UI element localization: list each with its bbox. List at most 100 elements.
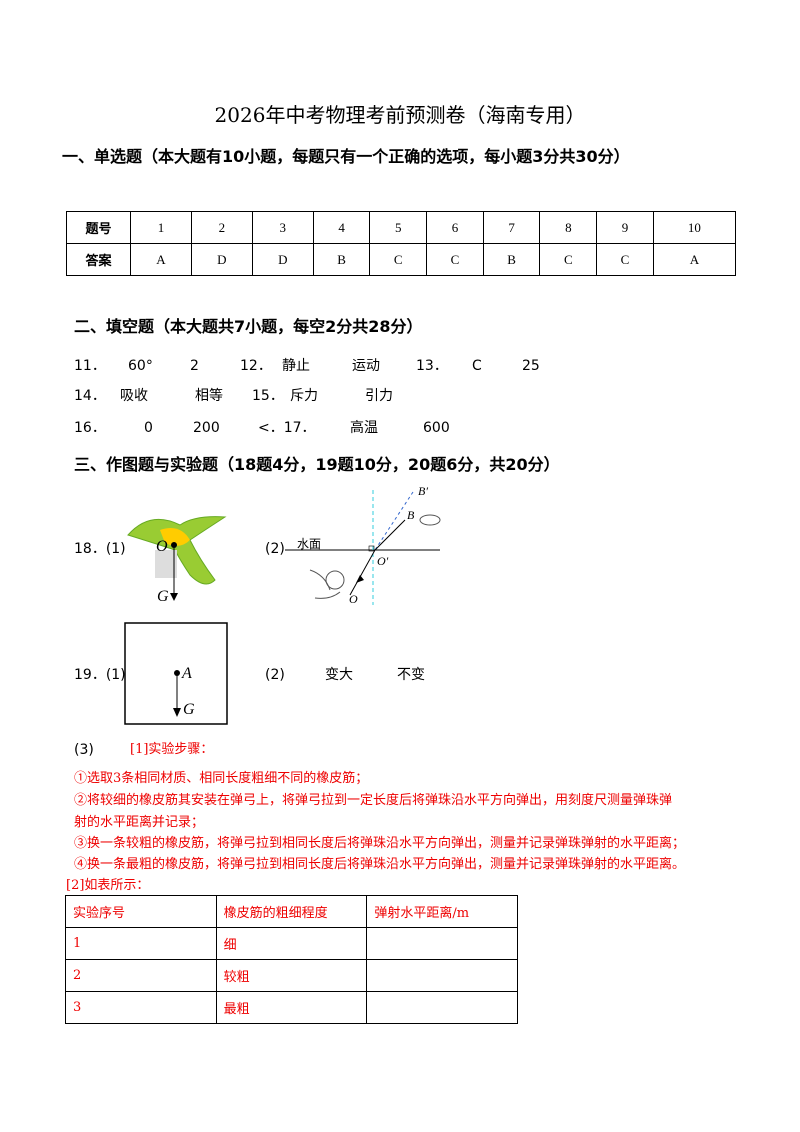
answer: 斥力 — [290, 388, 318, 404]
table-cell: 4 — [312, 211, 371, 244]
diver — [325, 570, 345, 590]
step-heading: [1]实验步骤： — [130, 742, 214, 757]
label: B′ — [418, 484, 428, 498]
refraction-figure — [285, 490, 441, 605]
box-figure — [124, 622, 228, 725]
table-row: 题号 1 2 3 4 5 6 7 8 9 10 — [66, 211, 737, 244]
question-label: (3) — [74, 742, 94, 758]
answer: 变大 — [325, 667, 353, 683]
table-cell: D — [251, 243, 314, 276]
question-label: (2) — [265, 541, 285, 557]
arrow-head — [356, 575, 364, 583]
bird-figure — [127, 516, 227, 601]
answer: 13． — [416, 358, 448, 374]
answer: 16． — [74, 420, 106, 436]
label: O — [349, 592, 358, 606]
label: O — [156, 538, 168, 555]
table-cell: C — [426, 243, 484, 276]
answer: 15． — [252, 388, 284, 404]
table-cell: C — [596, 243, 654, 276]
table-cell: 2 — [65, 959, 217, 992]
label: G — [157, 588, 169, 605]
label: O′ — [377, 554, 389, 568]
step-line: ①选取3条相同材质、相同长度粗细不同的橡皮筋； — [74, 771, 369, 786]
table-cell: 7 — [482, 211, 541, 244]
table-cell: 6 — [426, 211, 484, 244]
answer: 60° — [128, 358, 153, 374]
table-row: 答案 A D D B C C B C C A — [66, 243, 737, 276]
label: 水面 — [297, 537, 322, 551]
table-cell: 弹射水平距离/m — [366, 895, 518, 928]
table-cell: 1 — [65, 927, 217, 960]
table-heading: [2]如表所示： — [66, 878, 150, 893]
answer: 12． — [240, 358, 272, 374]
heading: 二、填空题（本大题共7小题，每空2分共28分） — [74, 317, 423, 336]
answer-table: 题号 1 2 3 4 5 6 7 8 9 10 答案 A D D B C C B C C A — [66, 211, 737, 276]
step-line: ②将较细的橡皮筋其安装在弹弓上，将弹弓拉到一定长度后将弹珠沿水平方向弹出，用刻度… — [74, 793, 673, 808]
table-cell: 题号 — [66, 211, 131, 244]
box — [124, 622, 228, 725]
table-cell: A — [130, 243, 192, 276]
table-cell: D — [190, 243, 253, 276]
table-cell: 最粗 — [215, 991, 368, 1024]
answer: 11． — [74, 358, 106, 374]
bird-body — [160, 527, 190, 546]
answer: 600 — [423, 420, 450, 436]
table-cell: 实验序号 — [65, 895, 217, 928]
arrow-head — [170, 593, 178, 601]
label: G — [183, 701, 195, 718]
arrow-head — [173, 708, 181, 717]
table-cell: 5 — [369, 211, 428, 244]
label: A — [182, 665, 192, 682]
table-cell: 3 — [65, 991, 217, 1024]
table-cell: C — [369, 243, 428, 276]
answer: 静止 — [282, 358, 310, 374]
table-row: 2 较粗 — [65, 959, 518, 992]
table-cell: 8 — [539, 211, 598, 244]
heading: 三、作图题与实验题（18题4分，19题10分，20题6分，共20分） — [74, 455, 560, 474]
table-cell: 1 — [130, 211, 192, 244]
step-line: 射的水平距离并记录； — [74, 815, 205, 830]
table-cell: 细 — [215, 927, 368, 960]
answer: 200 — [193, 420, 220, 436]
table-cell: 2 — [190, 211, 253, 244]
diver — [309, 569, 341, 599]
table-cell: C — [539, 243, 598, 276]
answer: 高温 — [350, 420, 378, 436]
answer: 25 — [522, 358, 540, 374]
heading: 一、单选题（本大题有10小题，每题只有一个正确的选项，每小题3分共30分） — [62, 147, 630, 166]
stand — [155, 550, 177, 578]
answer: 14． — [74, 388, 106, 404]
table-cell: 3 — [251, 211, 314, 244]
question-label: (2) — [265, 667, 285, 683]
step-line: ④换一条最粗的橡皮筋，将弹弓拉到相同长度后将弹珠沿水平方向弹出，测量并记录弹珠弹… — [74, 857, 686, 872]
table-row: 3 最粗 — [65, 991, 518, 1024]
answer: C — [472, 358, 482, 374]
question-label: 18．(1) — [74, 541, 126, 557]
fish — [419, 514, 441, 526]
right-angle — [368, 545, 375, 552]
table-cell: 9 — [596, 211, 654, 244]
title: 2026年中考物理考前预测卷（海南专用） — [214, 103, 586, 127]
table-cell: A — [652, 243, 737, 276]
answer: 运动 — [352, 358, 380, 374]
table-cell: 答案 — [66, 243, 131, 276]
answer: 0 — [144, 420, 153, 436]
answer: 引力 — [365, 388, 393, 404]
label: B — [407, 508, 415, 522]
table-cell — [366, 959, 518, 992]
table-cell: 10 — [652, 211, 737, 244]
table-cell: 较粗 — [215, 959, 368, 992]
table-cell: B — [312, 243, 371, 276]
experiment-table: 实验序号 橡皮筋的粗细程度 弹射水平距离/m 1 细 2 较粗 3 最粗 — [65, 895, 518, 1024]
step-line: ③换一条较粗的橡皮筋，将弹弓拉到相同长度后将弹珠沿水平方向弹出，测量并记录弹珠弹… — [74, 836, 686, 851]
answer: <．17． — [258, 420, 316, 436]
answer: 相等 — [195, 388, 223, 404]
answer: 吸收 — [120, 388, 148, 404]
answer: 2 — [190, 358, 199, 374]
question-label: 19．(1) — [74, 667, 126, 683]
table-cell — [366, 927, 518, 960]
answer: 不变 — [397, 667, 425, 683]
table-cell: B — [482, 243, 541, 276]
